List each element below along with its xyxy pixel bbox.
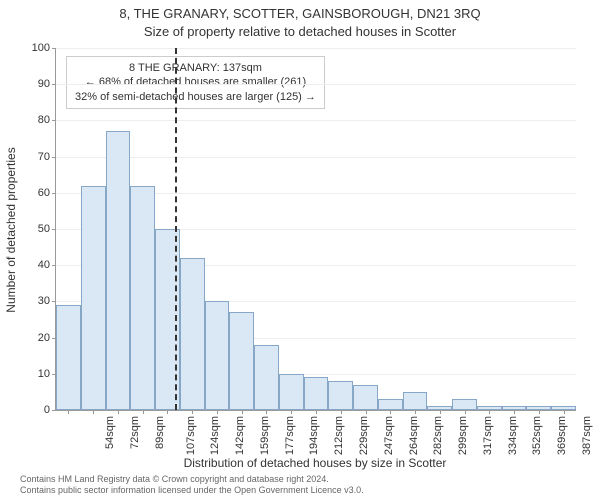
- annotation-line1: 8 THE GRANARY: 137sqm: [75, 61, 316, 75]
- histogram-bar: [452, 399, 477, 410]
- x-tick-label: 54sqm: [104, 416, 116, 449]
- y-tick-mark: [52, 84, 56, 85]
- y-tick-label: 90: [10, 78, 50, 90]
- x-tick-label: 387sqm: [581, 416, 593, 455]
- reference-line: [175, 48, 177, 410]
- x-tick-mark: [167, 410, 168, 414]
- x-tick-label: 212sqm: [333, 416, 345, 455]
- y-tick-label: 70: [10, 151, 50, 163]
- y-tick-mark: [52, 229, 56, 230]
- histogram-bar: [106, 131, 131, 410]
- x-tick-mark: [291, 410, 292, 414]
- y-tick-label: 0: [10, 404, 50, 416]
- x-tick-label: 299sqm: [457, 416, 469, 455]
- histogram-bar: [353, 385, 378, 410]
- y-tick-mark: [52, 193, 56, 194]
- x-tick-mark: [143, 410, 144, 414]
- x-tick-mark: [366, 410, 367, 414]
- y-tick-mark: [52, 265, 56, 266]
- annotation-line2: ← 68% of detached houses are smaller (26…: [75, 75, 316, 89]
- x-tick-mark: [539, 410, 540, 414]
- x-tick-mark: [316, 410, 317, 414]
- histogram-bar: [403, 392, 428, 410]
- y-tick-label: 50: [10, 223, 50, 235]
- histogram-bar: [304, 377, 329, 410]
- footer-attribution: Contains HM Land Registry data © Crown c…: [20, 474, 364, 496]
- chart-title-line1: 8, THE GRANARY, SCOTTER, GAINSBOROUGH, D…: [0, 6, 600, 21]
- x-tick-label: 334sqm: [507, 416, 519, 455]
- grid-line: [56, 120, 576, 121]
- grid-line: [56, 157, 576, 158]
- y-tick-label: 100: [10, 42, 50, 54]
- plot-area: 8 THE GRANARY: 137sqm ← 68% of detached …: [55, 48, 576, 411]
- histogram-bar: [378, 399, 403, 410]
- x-tick-mark: [390, 410, 391, 414]
- x-tick-label: 177sqm: [284, 416, 296, 455]
- histogram-bar: [229, 312, 254, 410]
- x-tick-mark: [489, 410, 490, 414]
- x-tick-label: 194sqm: [309, 416, 321, 455]
- x-tick-label: 72sqm: [129, 416, 141, 449]
- x-tick-mark: [93, 410, 94, 414]
- y-tick-label: 60: [10, 187, 50, 199]
- y-tick-mark: [52, 120, 56, 121]
- histogram-bar: [254, 345, 279, 410]
- x-tick-label: 142sqm: [234, 416, 246, 455]
- x-tick-mark: [564, 410, 565, 414]
- x-tick-mark: [415, 410, 416, 414]
- x-tick-mark: [266, 410, 267, 414]
- x-tick-mark: [242, 410, 243, 414]
- histogram-bar: [56, 305, 81, 410]
- histogram-bar: [81, 186, 106, 410]
- grid-line: [56, 48, 576, 49]
- x-tick-label: 352sqm: [531, 416, 543, 455]
- x-tick-mark: [118, 410, 119, 414]
- x-tick-mark: [192, 410, 193, 414]
- footer-line2: Contains public sector information licen…: [20, 485, 364, 496]
- histogram-bar: [328, 381, 353, 410]
- x-tick-label: 247sqm: [383, 416, 395, 455]
- x-tick-label: 317sqm: [482, 416, 494, 455]
- chart-title-line2: Size of property relative to detached ho…: [0, 24, 600, 39]
- x-axis-label: Distribution of detached houses by size …: [55, 456, 575, 470]
- histogram-bar: [130, 186, 155, 410]
- x-tick-label: 89sqm: [154, 416, 166, 449]
- x-tick-mark: [514, 410, 515, 414]
- x-tick-label: 159sqm: [259, 416, 271, 455]
- y-tick-label: 40: [10, 259, 50, 271]
- y-tick-label: 30: [10, 295, 50, 307]
- x-tick-mark: [68, 410, 69, 414]
- histogram-bar: [279, 374, 304, 410]
- x-tick-label: 107sqm: [185, 416, 197, 455]
- y-tick-label: 10: [10, 368, 50, 380]
- x-tick-label: 282sqm: [432, 416, 444, 455]
- x-tick-mark: [341, 410, 342, 414]
- y-tick-mark: [52, 48, 56, 49]
- y-tick-label: 20: [10, 332, 50, 344]
- y-tick-mark: [52, 301, 56, 302]
- x-tick-label: 229sqm: [358, 416, 370, 455]
- grid-line: [56, 84, 576, 85]
- x-tick-label: 264sqm: [408, 416, 420, 455]
- histogram-bar: [180, 258, 205, 410]
- histogram-bar: [205, 301, 230, 410]
- x-tick-mark: [465, 410, 466, 414]
- y-tick-mark: [52, 157, 56, 158]
- y-tick-label: 80: [10, 114, 50, 126]
- x-tick-mark: [440, 410, 441, 414]
- x-tick-label: 369sqm: [556, 416, 568, 455]
- x-tick-label: 124sqm: [210, 416, 222, 455]
- annotation-box: 8 THE GRANARY: 137sqm ← 68% of detached …: [66, 56, 325, 109]
- annotation-line3: 32% of semi-detached houses are larger (…: [75, 90, 316, 104]
- x-tick-mark: [217, 410, 218, 414]
- footer-line1: Contains HM Land Registry data © Crown c…: [20, 474, 364, 485]
- y-tick-mark: [52, 410, 56, 411]
